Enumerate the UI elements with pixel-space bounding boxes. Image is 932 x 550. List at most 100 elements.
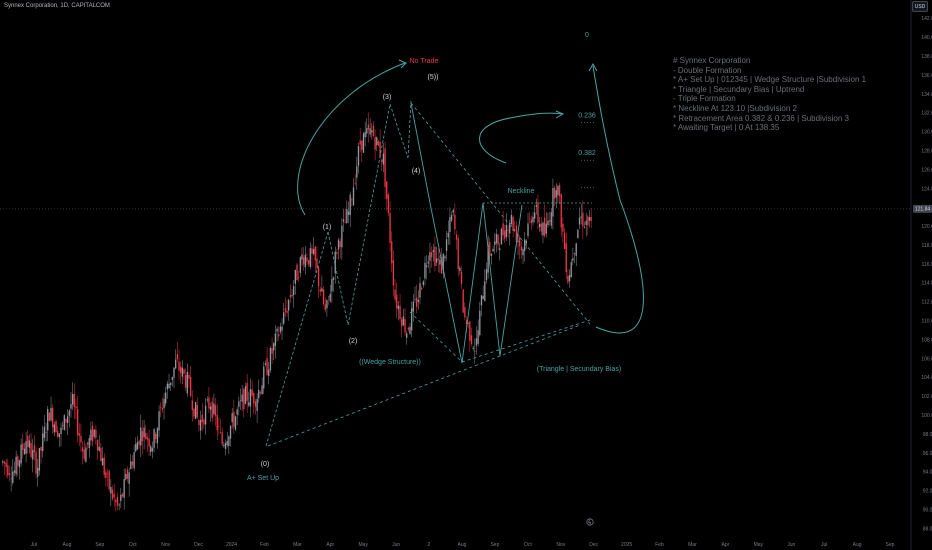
candle-body (108, 470, 110, 490)
candle-body (397, 305, 400, 310)
candle-body (545, 223, 547, 234)
candle-body (126, 469, 129, 479)
candle-body (53, 424, 56, 433)
candle-body (211, 401, 213, 418)
candle-body (580, 216, 582, 218)
price-tick-label: 140.00 (921, 35, 932, 41)
triangle-lower-line (461, 319, 591, 363)
candle-body (155, 433, 157, 439)
candle-body (48, 412, 51, 421)
time-tick-label: Oct (129, 542, 137, 548)
candle-body (349, 194, 351, 216)
candle-body (366, 128, 368, 134)
candle-body (391, 241, 393, 264)
candle-body (276, 328, 278, 332)
candle-body (283, 312, 285, 324)
time-tick-label: 2025 (621, 542, 632, 548)
candle-body (346, 209, 348, 224)
candle-body (201, 414, 203, 422)
candle-body (369, 128, 371, 135)
candle-body (179, 366, 182, 373)
candle-body (454, 214, 456, 230)
candle-body (288, 299, 290, 311)
candle-body (406, 333, 408, 338)
candle-body (411, 308, 413, 331)
candle-body (306, 257, 308, 262)
candle-body (583, 227, 586, 228)
candle-body (168, 383, 170, 389)
candle-body (337, 239, 340, 250)
candle-body (460, 271, 463, 284)
note-line: - Triple Formation (673, 94, 736, 104)
candle-body (326, 300, 328, 309)
candle-body (301, 254, 303, 260)
candle-body (178, 361, 180, 371)
price-tick-label: 98.00 (923, 432, 932, 438)
candle-body (120, 494, 122, 501)
time-tick-label: Apr (326, 542, 334, 548)
candle-body (507, 229, 509, 231)
currency-button[interactable]: USD (912, 1, 928, 12)
wave-zigzag (410, 102, 523, 364)
candle-body (480, 295, 483, 306)
candle-body (43, 426, 46, 438)
candle-body (3, 461, 6, 464)
note-line: - Double Formation (673, 65, 742, 75)
setup-label: A+ Set Up (247, 475, 279, 482)
triangle-label: (Triangle | Secundary Bias) (537, 366, 621, 373)
candle-body (42, 433, 44, 452)
price-tick-label: 114.00 (922, 281, 932, 287)
candle-body (495, 233, 498, 244)
candle-body (236, 409, 238, 415)
candle-body (562, 223, 564, 232)
candle-body (494, 241, 496, 246)
candle-body (356, 166, 358, 178)
candle-body (479, 310, 481, 336)
candle-body (274, 333, 277, 346)
candle-body (442, 253, 444, 271)
candle-body (372, 125, 375, 137)
candle-body (136, 442, 139, 450)
candle-body (61, 425, 64, 426)
candle-body (307, 260, 310, 265)
candle-body (101, 458, 104, 466)
candle-body (165, 392, 167, 404)
support-trendline (267, 324, 581, 447)
candle-body (504, 230, 506, 239)
wave-leg (407, 100, 412, 159)
price-tick-label: 108.00 (921, 337, 932, 343)
candle-body (141, 431, 144, 442)
wave-label-4: (4) (412, 168, 421, 175)
candle-body (299, 257, 301, 273)
candle-body (224, 443, 227, 449)
candle-body (81, 447, 84, 452)
candle-body (440, 257, 443, 274)
candle-body (371, 130, 373, 133)
candle-body (106, 473, 109, 475)
candle-body (419, 283, 421, 298)
time-tick-label: Oct (524, 542, 532, 548)
wave-label-5: (5)) (428, 74, 439, 81)
candle-body (143, 427, 145, 438)
candle-body (512, 216, 514, 231)
candle-body (351, 199, 353, 201)
candle-body (437, 258, 439, 260)
candle-body (317, 267, 320, 287)
time-tick-label: Feb (655, 542, 664, 548)
candle-body (38, 448, 41, 471)
candle-body (557, 186, 559, 196)
candle-body (422, 281, 424, 286)
candle-body (33, 445, 36, 453)
candle-body (161, 407, 164, 410)
candle-body (344, 222, 346, 224)
candle-body (150, 446, 152, 452)
candle-body (470, 335, 473, 344)
candle-body (166, 383, 169, 390)
candle-body (381, 159, 383, 162)
time-tick-label: May (359, 542, 369, 548)
candle-body (71, 393, 74, 405)
candle-body (45, 432, 47, 433)
candle-body (116, 496, 119, 506)
candle-body (294, 269, 297, 284)
